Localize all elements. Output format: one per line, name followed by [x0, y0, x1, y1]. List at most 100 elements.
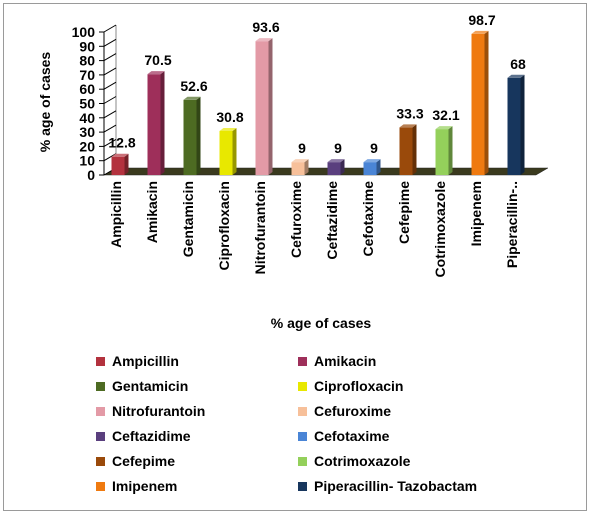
bar-side: [196, 96, 201, 175]
bar-front: [255, 41, 269, 175]
x-axis-title: % age of cases: [271, 315, 372, 331]
y-tick-label: 90: [79, 38, 95, 54]
bar-top: [327, 159, 345, 163]
legend-label: Ciprofloxacin: [314, 378, 404, 394]
y-tick-label: 70: [79, 67, 95, 83]
bar-cefotaxime: [363, 159, 381, 175]
bar-cefuroxime: [291, 159, 309, 175]
x-tick-label: Ciprofloxacin: [216, 181, 232, 270]
x-tick-label: Gentamicin: [180, 181, 196, 257]
y-tick-depth: [103, 67, 117, 76]
legend-label: Cefuroxime: [314, 403, 392, 419]
legend-swatch: [96, 381, 105, 391]
legend-item: Ciprofloxacin: [298, 377, 403, 395]
legend-swatch: [298, 381, 307, 391]
legend-label: Cefotaxime: [314, 428, 390, 444]
y-tick-label: 20: [79, 138, 95, 154]
bar-side: [520, 74, 525, 175]
bar-nitrofurantoin: [255, 38, 273, 175]
bar-piperacillin: [507, 74, 525, 175]
legend-label: Nitrofurantoin: [112, 403, 206, 419]
bar-top: [471, 30, 489, 34]
y-tick-depth: [103, 110, 117, 119]
bar-side: [412, 124, 417, 175]
y-tick-label: 40: [79, 110, 95, 126]
legend-item: Cefotaxime: [298, 427, 389, 445]
data-label: 32.1: [432, 107, 459, 123]
legend-swatch: [96, 431, 105, 441]
legend-swatch: [96, 356, 105, 366]
bar-side: [484, 30, 489, 176]
y-tick-label: 50: [79, 96, 95, 112]
legend-item: Amikacin: [298, 352, 376, 370]
data-label: 12.8: [108, 135, 135, 151]
bar-top: [399, 124, 417, 128]
legend-label: Cotrimoxazole: [314, 453, 411, 469]
data-label: 30.8: [216, 109, 243, 125]
y-tick-label: 100: [72, 24, 96, 40]
x-tick-label: Cefotaxime: [360, 181, 376, 257]
legend-item: Ceftazidime: [96, 427, 191, 445]
data-label: 9: [334, 140, 342, 156]
legend-item: Piperacillin- Tazobactam: [298, 477, 477, 495]
bar-front: [507, 77, 521, 175]
x-tick-label: Imipenem: [468, 181, 484, 246]
data-label: 9: [298, 140, 306, 156]
legend-swatch: [96, 481, 105, 491]
bar-top: [111, 153, 129, 157]
legend-swatch: [96, 456, 105, 466]
bar-top: [363, 159, 381, 163]
legend-label: Ceftazidime: [112, 428, 191, 444]
legend-item: Cefepime: [96, 452, 175, 470]
x-tick-label: Ampicillin: [108, 181, 124, 248]
y-tick-depth: [103, 24, 117, 33]
y-tick-label: 30: [79, 124, 95, 140]
bar-amikacin: [147, 71, 165, 175]
bar-top: [291, 159, 309, 163]
bar-side: [340, 159, 345, 175]
legend-label: Imipenem: [112, 478, 178, 494]
data-label: 68: [510, 56, 526, 72]
x-tick-label: Piperacillin-..: [504, 181, 520, 268]
y-tick-depth: [103, 96, 117, 104]
y-tick-label: 10: [79, 153, 95, 169]
data-labels: 12.8 Ampicillin 70.5 Amikacin 52.6 Gentamicin…: [108, 12, 526, 278]
y-axis-title: % age of cases: [37, 52, 53, 153]
legend-item: Imipenem: [96, 477, 177, 495]
x-tick-label: Amikacin: [144, 181, 160, 243]
bar-side: [160, 71, 165, 175]
y-tick-depth: [103, 38, 117, 47]
bar-front: [147, 74, 161, 175]
bar-front: [183, 99, 197, 175]
bar-gentamicin: [183, 96, 201, 175]
data-label: 93.6: [252, 19, 279, 35]
data-label: 52.6: [180, 78, 207, 94]
legend-item: Cotrimoxazole: [298, 452, 410, 470]
legend-swatch: [298, 406, 307, 416]
legend-swatch: [298, 456, 307, 466]
data-label: 70.5: [144, 52, 171, 68]
bar-top: [507, 74, 525, 78]
bars: [111, 30, 525, 176]
bar-front: [435, 129, 449, 175]
bar-ceftazidime: [327, 159, 345, 175]
legend-swatch: [96, 406, 105, 416]
y-tick-label: 60: [79, 81, 95, 97]
bar-front: [363, 162, 377, 175]
legend-item: Nitrofurantoin: [96, 402, 205, 420]
legend-swatch: [298, 356, 307, 366]
bar-top: [255, 38, 273, 42]
bar-side: [448, 126, 453, 175]
legend-label: Amikacin: [314, 353, 377, 369]
bar-side: [268, 38, 273, 175]
bar-cefepime: [399, 124, 417, 175]
legend-swatch: [298, 481, 307, 491]
chart-frame: [3, 3, 587, 511]
y-tick-depth: [103, 81, 117, 90]
bar-top: [435, 126, 453, 130]
legend-item: Gentamicin: [96, 377, 188, 395]
bar-top: [147, 71, 165, 75]
x-tick-label: Nitrofurantoin: [252, 181, 268, 274]
legend-label: Cefepime: [112, 453, 176, 469]
